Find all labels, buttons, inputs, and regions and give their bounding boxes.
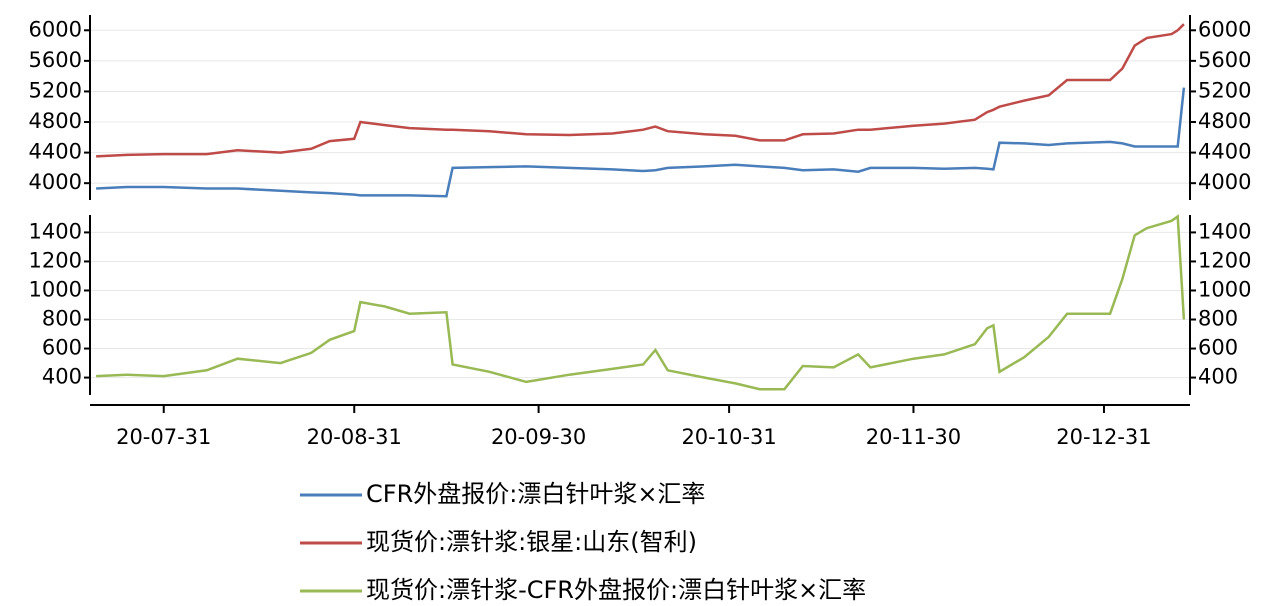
- x-tick-label: 20-10-31: [681, 425, 776, 449]
- x-tick-label: 20-07-31: [116, 425, 211, 449]
- y-tick-label: 1200: [29, 248, 82, 272]
- y-tick-label: 1000: [29, 277, 82, 301]
- y2-tick-label: 4400: [1198, 140, 1251, 164]
- y2-tick-label: 4000: [1198, 170, 1251, 194]
- y2-tick-label: 4800: [1198, 109, 1251, 133]
- y2-tick-label: 800: [1198, 307, 1238, 331]
- y2-tick-label: 400: [1198, 365, 1238, 389]
- x-tick-label: 20-12-31: [1056, 425, 1151, 449]
- y2-tick-label: 1000: [1198, 277, 1251, 301]
- legend-label: 现货价:漂针浆:银星:山东(智利): [366, 528, 697, 556]
- y2-tick-label: 1400: [1198, 219, 1251, 243]
- y-tick-label: 800: [42, 307, 82, 331]
- series-line: [96, 23, 1185, 158]
- y-tick-label: 5200: [29, 78, 82, 102]
- legend-label: 现货价:漂针浆-CFR外盘报价:漂白针叶浆×汇率: [366, 576, 866, 604]
- series-line: [96, 214, 1186, 391]
- y2-tick-label: 5600: [1198, 48, 1251, 72]
- series-line: [96, 87, 1186, 198]
- y-tick-label: 400: [42, 365, 82, 389]
- y-tick-label: 4000: [29, 170, 82, 194]
- x-tick-label: 20-08-31: [307, 425, 402, 449]
- legend-label: CFR外盘报价:漂白针叶浆×汇率: [366, 480, 705, 508]
- y2-tick-label: 6000: [1198, 17, 1251, 41]
- x-tick-label: 20-09-30: [491, 425, 586, 449]
- y-tick-label: 600: [42, 336, 82, 360]
- y-tick-label: 1400: [29, 219, 82, 243]
- y2-tick-label: 1200: [1198, 248, 1251, 272]
- y-tick-label: 4800: [29, 109, 82, 133]
- y2-tick-label: 5200: [1198, 78, 1251, 102]
- y2-tick-label: 600: [1198, 336, 1238, 360]
- y-tick-label: 6000: [29, 17, 82, 41]
- y-tick-label: 5600: [29, 48, 82, 72]
- x-tick-label: 20-11-30: [866, 425, 961, 449]
- y-tick-label: 4400: [29, 140, 82, 164]
